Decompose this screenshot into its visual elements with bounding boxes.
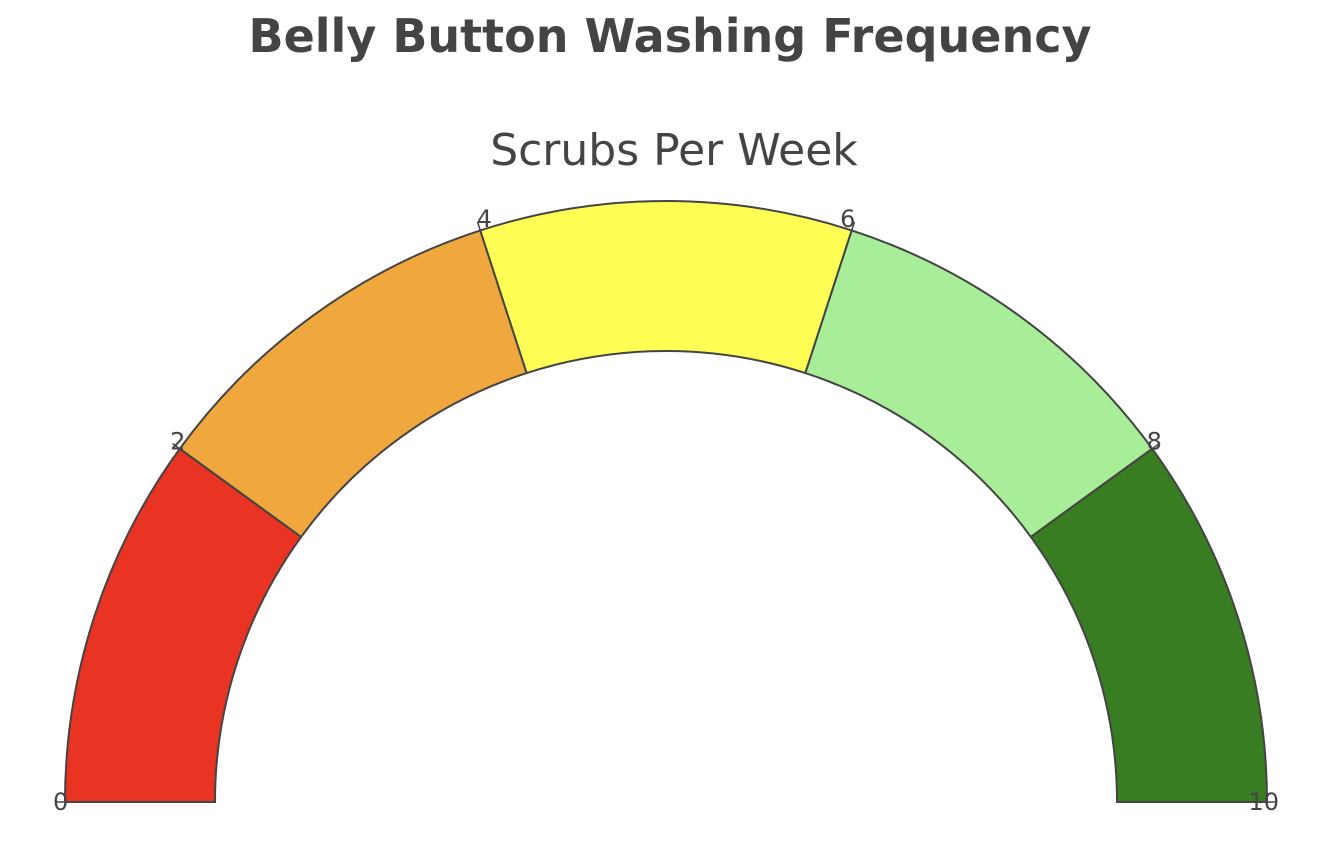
gauge-band-2 — [479, 200, 853, 375]
gauge-tick-label-6: 6 — [840, 205, 855, 233]
gauge-tick-mark-6 — [851, 221, 856, 231]
gauge-tick-mark-8 — [1151, 442, 1160, 450]
gauge-tick-label-0: 0 — [53, 788, 68, 816]
gauge-subtitle: Scrubs Per Week — [490, 125, 858, 176]
gauge-tick-label-4: 4 — [477, 205, 492, 233]
gauge-tick-label-10: 10 — [1248, 788, 1279, 816]
gauge-tick-mark-2 — [172, 442, 181, 450]
gauge-bands — [63, 200, 1269, 803]
chart-title: Belly Button Washing Frequency — [248, 9, 1092, 63]
gauge-tick-label-8: 8 — [1147, 428, 1162, 456]
gauge-ticks: 0 2 4 6 8 10 — [53, 205, 1279, 816]
gauge-tick-mark-4 — [476, 221, 481, 231]
gauge-tick-label-2: 2 — [170, 428, 185, 456]
